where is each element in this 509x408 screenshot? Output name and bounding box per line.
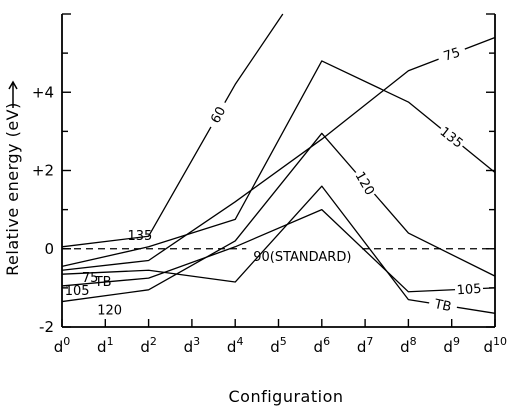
series-line-120 (61, 132, 496, 303)
reference-label-mask (246, 247, 359, 264)
x-tick-label: d9 (443, 335, 460, 356)
series-label-left: 135 (128, 229, 153, 244)
series-line-75 (61, 36, 496, 271)
x-tick-label: d7 (357, 335, 374, 356)
x-tick-label: d8 (400, 335, 417, 356)
series-line-105 (61, 208, 496, 293)
series-label-group: 135 (436, 121, 469, 152)
series-label-group: 105 (454, 279, 484, 299)
series-label-left: TB (94, 275, 112, 290)
series-line-135 (61, 60, 496, 267)
series-line-60 (61, 13, 284, 248)
y-axis-title-group: Relative energy (eV) (3, 102, 22, 276)
x-tick-label: d10 (483, 335, 507, 356)
series-label-left: 105 (65, 284, 90, 299)
series-label-group: 60 (203, 98, 231, 131)
y-axis-arrow-icon (8, 80, 18, 108)
x-tick-label: d4 (227, 335, 244, 356)
reference-label-group: 90(STANDARD) (246, 247, 359, 265)
series-label: 75 (442, 45, 462, 64)
reference-line-label: 90(STANDARD) (253, 250, 351, 265)
x-tick-label: d3 (184, 335, 201, 356)
y-tick-label: -2 (39, 318, 54, 336)
x-tick-label: d1 (97, 335, 114, 356)
series-label: 105 (456, 282, 482, 299)
series-label-mask (435, 41, 468, 66)
axes-group (61, 13, 496, 328)
series-line-tb (61, 185, 496, 314)
y-tick-label: +4 (32, 83, 54, 101)
tick-label-group: -2 0 +2 +4 d0 d1 d2 d3 d4 d5 d6 d7 d8 d9 d10 (32, 83, 507, 356)
reference-line-group: 90(STANDARD) (62, 247, 495, 265)
y-tick-label: +2 (32, 162, 54, 180)
x-axis-title: Configuration (228, 387, 343, 406)
x-tick-label: d5 (270, 335, 287, 356)
x-tick-label: d0 (54, 335, 71, 356)
series-label-left: 75 (82, 271, 99, 286)
y-tick-label: 0 (44, 240, 54, 258)
series-label: TB (432, 297, 453, 315)
series-label: 60 (208, 104, 229, 126)
series-label-group: 75 (435, 41, 468, 66)
series-label-mask (427, 293, 459, 315)
x-tick-label: d6 (314, 335, 331, 356)
axis-titles-group: Configuration Relative energy (eV) (3, 80, 343, 406)
series-label-group: TB (427, 293, 459, 315)
series-label-mask (454, 279, 484, 298)
series-label-mask (352, 166, 380, 199)
y-axis-title: Relative energy (eV) (3, 102, 22, 276)
series-label-mask (436, 121, 469, 152)
x-tick-label: d2 (140, 335, 157, 356)
series-label-left: 120 (97, 303, 122, 318)
series-label-mask (203, 98, 231, 131)
